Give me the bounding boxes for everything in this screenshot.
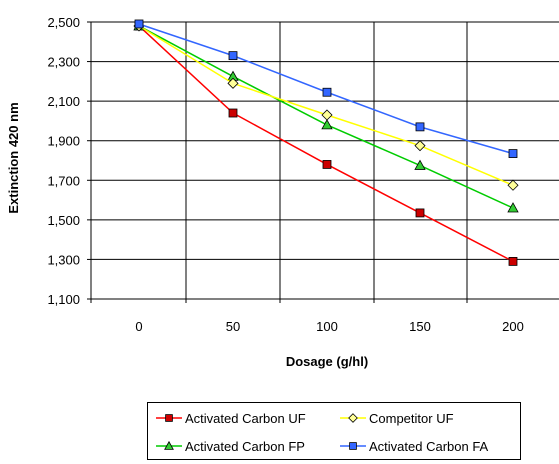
legend-item: Competitor UF — [340, 404, 512, 432]
gridlines — [91, 21, 559, 299]
y-tick-label: 1,100 — [47, 292, 80, 307]
data-point — [415, 122, 425, 132]
y-tick-label: 2,500 — [47, 15, 80, 30]
legend-swatch — [340, 442, 366, 450]
data-point — [415, 208, 425, 218]
axes — [87, 21, 559, 303]
y-axis-title: Extinction 420 nm — [6, 102, 21, 213]
x-tick-label: 200 — [502, 319, 524, 334]
data-point — [508, 149, 518, 158]
x-tick-label: 150 — [409, 319, 431, 334]
x-tick-label: 50 — [226, 319, 240, 334]
series-group — [133, 19, 519, 266]
y-tick-labels: 1,100 1,300 1,500 1,700 1,900 2,100 2,300 2,500 — [47, 15, 80, 307]
data-point — [227, 77, 239, 89]
data-point — [228, 51, 238, 61]
data-point — [322, 160, 332, 169]
y-tick-label: 2,300 — [47, 55, 80, 70]
y-tick-label: 1,700 — [47, 173, 80, 188]
data-point — [322, 87, 332, 97]
legend-label: Activated Carbon FA — [369, 438, 489, 454]
x-tick-label: 100 — [316, 319, 338, 334]
data-point — [321, 119, 333, 130]
data-point — [228, 108, 238, 118]
legend-label: Competitor UF — [369, 410, 454, 426]
data-point — [134, 19, 144, 29]
legend-item: Activated Carbon UF — [156, 404, 340, 432]
x-tick-labels: 0 50 100 150 200 — [135, 319, 523, 334]
legend-swatch — [156, 414, 182, 422]
x-axis-title: Dosage (g/hl) — [286, 354, 368, 369]
legend-item: Activated Carbon FA — [340, 432, 512, 460]
y-tick-label: 1,300 — [47, 252, 80, 267]
legend-swatch-marker — [349, 442, 357, 450]
data-point — [507, 179, 519, 191]
legend-swatch-marker — [164, 440, 174, 450]
data-point — [414, 140, 426, 152]
legend-swatch — [156, 440, 182, 450]
y-tick-label: 1,900 — [47, 134, 80, 149]
data-point — [507, 202, 519, 213]
legend-label: Activated Carbon FP — [185, 438, 305, 454]
series-activated-carbon-fa — [134, 19, 518, 158]
legend: Activated Carbon UF Competitor UF Activate… — [147, 402, 521, 460]
y-tick-label: 2,100 — [47, 94, 80, 109]
y-tick-label: 1,500 — [47, 213, 80, 228]
data-point — [508, 257, 518, 266]
legend-swatch-marker — [348, 413, 358, 423]
x-tick-label: 0 — [135, 319, 142, 334]
legend-swatch — [340, 413, 366, 423]
legend-label: Activated Carbon UF — [185, 410, 306, 426]
data-point — [321, 109, 333, 121]
legend-swatch-marker — [165, 414, 173, 422]
data-point — [414, 159, 426, 170]
legend-item: Activated Carbon FP — [156, 432, 340, 460]
